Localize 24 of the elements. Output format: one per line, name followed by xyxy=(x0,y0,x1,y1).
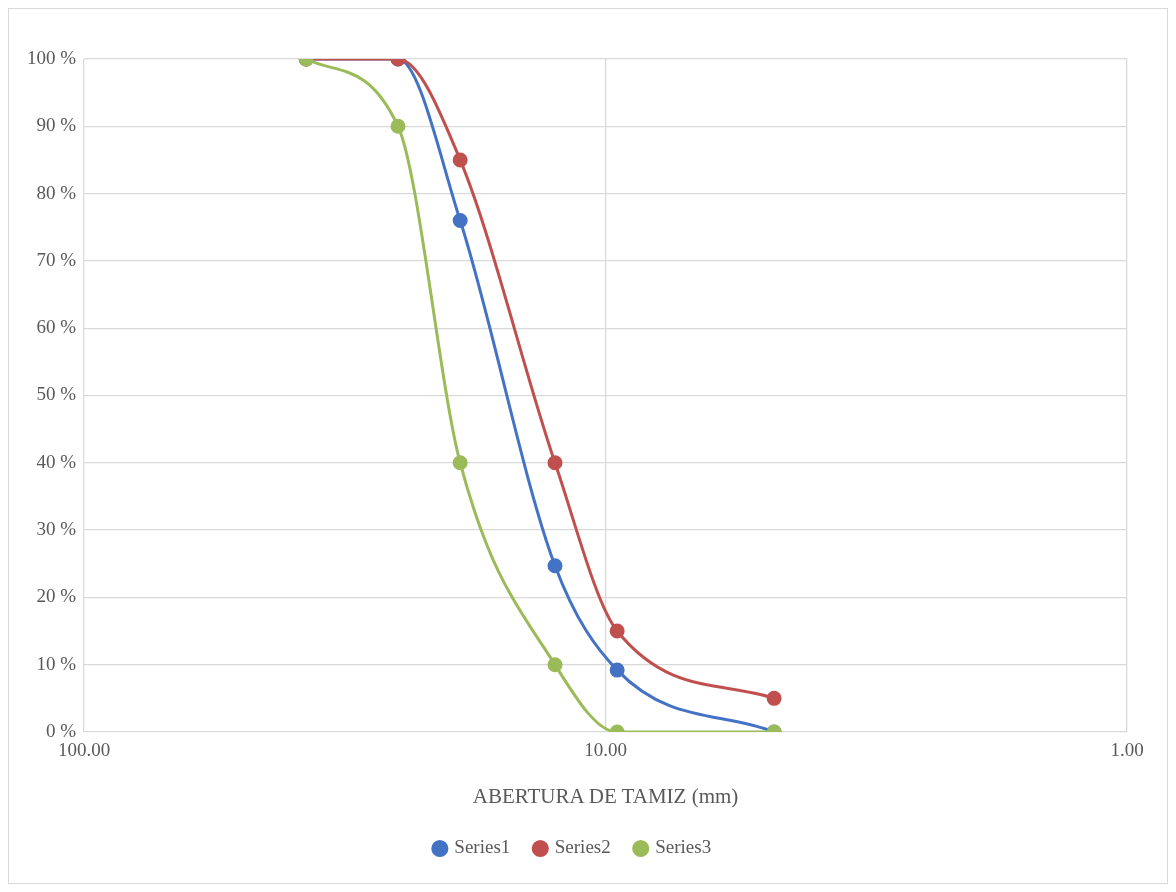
x-axis-title: ABERTURA DE TAMIZ (mm) xyxy=(472,783,739,808)
y-tick-label: 80 % xyxy=(36,181,77,203)
y-tick-label: 70 % xyxy=(36,248,77,270)
y-tick-label: 20 % xyxy=(36,585,77,607)
x-tick-label: 1.00 xyxy=(1110,739,1144,761)
y-tick-label: 60 % xyxy=(36,316,77,338)
y-tick-label: 30 % xyxy=(36,518,77,540)
point xyxy=(452,213,468,229)
point xyxy=(452,152,468,168)
point xyxy=(547,558,563,574)
y-tick-label: 10 % xyxy=(36,652,77,674)
y-tick-label: 50 % xyxy=(36,383,77,405)
point xyxy=(547,657,563,673)
y-tick-label: 40 % xyxy=(36,450,77,472)
x-tick-label: 10.00 xyxy=(584,739,627,761)
y-tick-label: 100 % xyxy=(27,46,77,68)
legend-label: Series3 xyxy=(655,836,712,858)
legend-label: Series1 xyxy=(454,836,511,858)
y-tick-label: 90 % xyxy=(36,114,77,136)
point xyxy=(452,455,468,471)
x-tick-label: 100.00 xyxy=(57,739,111,761)
legend-label: Series2 xyxy=(554,836,611,858)
y-tick-label: 0 % xyxy=(46,719,77,741)
point xyxy=(547,455,563,471)
